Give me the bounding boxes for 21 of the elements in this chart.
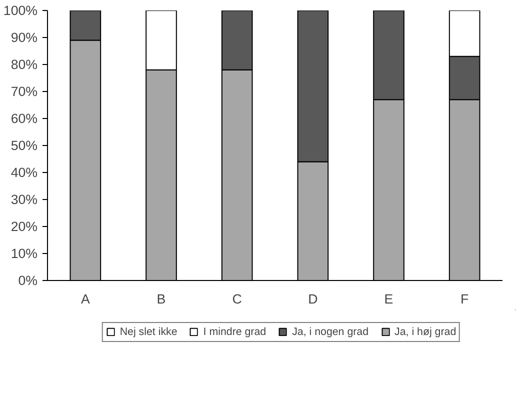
legend-label: Ja, i høj grad: [394, 326, 456, 338]
legend-label: Nej slet ikke: [120, 326, 178, 338]
x-tick-label: D: [308, 292, 318, 306]
x-tick-label: C: [232, 292, 242, 306]
y-tick-label: 80%: [10, 57, 38, 72]
y-tick-label: 0%: [18, 273, 38, 288]
x-tick-label: E: [384, 292, 394, 306]
y-tick-label: 50%: [10, 138, 38, 153]
y-tick-label: 20%: [10, 219, 38, 234]
y-tick-label: 40%: [10, 165, 38, 180]
y-tick-label: 100%: [3, 3, 38, 18]
legend-label: I mindre grad: [203, 326, 266, 338]
legend-label: Ja, i nogen grad: [292, 326, 369, 338]
y-tick-label: 30%: [10, 192, 38, 207]
x-tick-label: F: [460, 292, 469, 306]
y-tick-label: 60%: [10, 111, 38, 126]
y-tick-label: 90%: [10, 30, 38, 45]
x-tick-label: B: [156, 292, 166, 306]
x-tick-label: A: [80, 292, 90, 306]
y-tick-label: 70%: [10, 84, 38, 99]
y-tick-label: 10%: [10, 246, 38, 261]
